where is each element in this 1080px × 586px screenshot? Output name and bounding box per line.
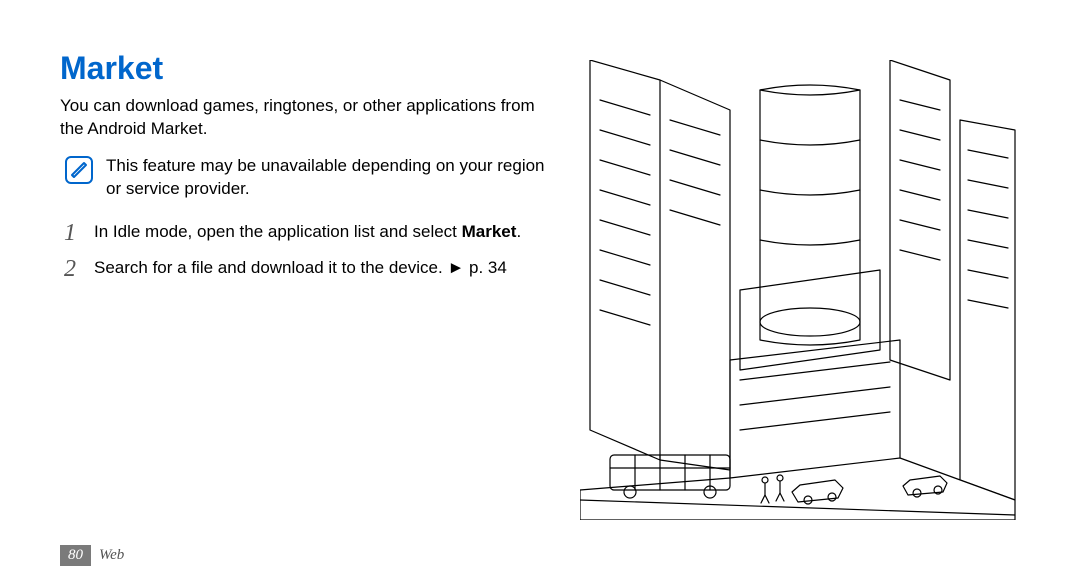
step-number: 2	[60, 257, 80, 281]
section-heading: Market	[60, 50, 560, 87]
step-item: 1 In Idle mode, open the application lis…	[60, 221, 560, 245]
step-item: 2 Search for a file and download it to t…	[60, 257, 560, 281]
note-text: This feature may be unavailable dependin…	[106, 155, 560, 201]
note-callout: This feature may be unavailable dependin…	[60, 155, 560, 201]
manual-page: Market You can download games, ringtones…	[0, 0, 1080, 586]
cityscape-illustration	[580, 60, 1020, 520]
step-text: In Idle mode, open the application list …	[94, 221, 560, 244]
step-text-bold: Market	[462, 222, 517, 241]
section-name: Web	[99, 547, 124, 564]
page-number: 80	[60, 545, 91, 566]
steps-list: 1 In Idle mode, open the application lis…	[60, 221, 560, 281]
step-text-post: .	[516, 222, 521, 241]
note-pencil-icon	[64, 155, 94, 185]
step-text: Search for a file and download it to the…	[94, 257, 560, 280]
intro-paragraph: You can download games, ringtones, or ot…	[60, 95, 560, 141]
content-column: Market You can download games, ringtones…	[60, 50, 560, 281]
page-footer: 80 Web	[60, 545, 124, 566]
step-number: 1	[60, 221, 80, 245]
step-text-pre: Search for a file and download it to the…	[94, 258, 507, 277]
step-text-pre: In Idle mode, open the application list …	[94, 222, 462, 241]
